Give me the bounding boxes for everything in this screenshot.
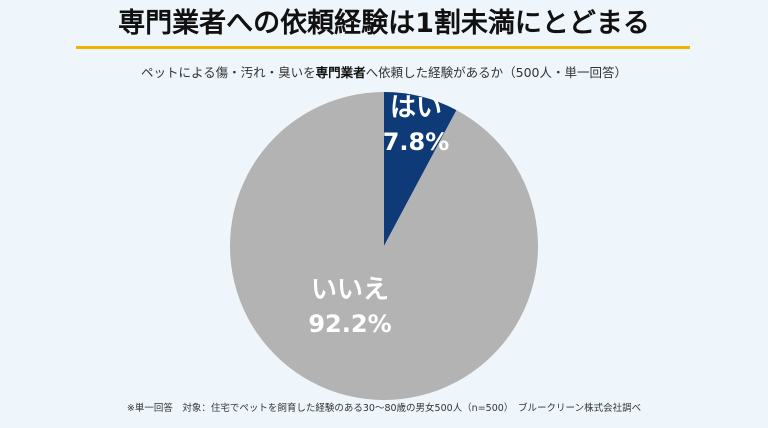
subtitle-emphasis: 専門業者 (315, 65, 366, 80)
slice-label-no: いいえ (311, 275, 389, 305)
slice-value-no: 92.2% (308, 310, 391, 338)
slice-label-yes: はい (390, 93, 442, 123)
chart-subtitle: ペットによる傷・汚れ・臭いを専門業者へ依頼した経験があるか（500人・単一回答） (0, 64, 768, 82)
footnote: ※単一回答 対象：住宅でペットを飼育した経験のある30〜80歳の男女500人（n… (126, 403, 642, 414)
pie-slice-no (229, 92, 538, 400)
pie-slices (229, 92, 538, 400)
slice-value-yes: 7.8% (383, 128, 450, 156)
pie-labels: はい 7.8% いいえ 92.2% (308, 93, 449, 338)
chart-title: 専門業者への依頼経験は1割未満にとどまる (118, 8, 650, 39)
pie-slice-yes (384, 92, 457, 246)
subtitle-text-before: ペットによる傷・汚れ・臭いを (140, 65, 316, 80)
subtitle-text-after: へ依頼した経験があるか（500人・単一回答） (365, 65, 628, 80)
title-underline (76, 46, 690, 49)
